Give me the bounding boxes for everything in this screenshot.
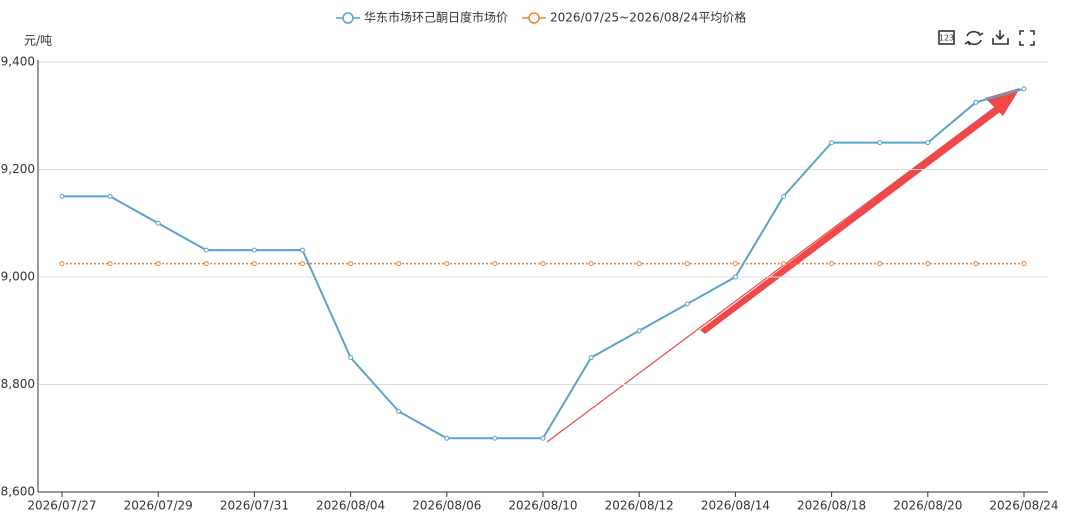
data-point <box>781 193 786 199</box>
data-point <box>107 193 113 199</box>
data-point <box>684 261 690 267</box>
x-tick-label: 2026/07/29 <box>124 499 193 513</box>
x-tick-label: 2026/08/04 <box>316 499 385 513</box>
fullscreen-button[interactable] <box>1019 30 1035 46</box>
y-tick-label: 9,400 <box>1 55 35 69</box>
toolbar: 123 <box>938 30 1035 46</box>
data-point <box>1021 86 1027 92</box>
data-view-button[interactable]: 123 <box>938 30 955 45</box>
data-point <box>492 261 498 267</box>
y-tick-label: 9,000 <box>1 270 35 284</box>
y-tick-label: 8,800 <box>1 377 35 391</box>
data-point <box>1021 261 1027 267</box>
legend-marker <box>342 12 354 24</box>
data-point <box>300 261 305 267</box>
data-point <box>348 261 354 267</box>
legend-marker <box>528 12 540 24</box>
data-point <box>636 328 642 334</box>
x-tick-label: 2026/08/18 <box>797 499 866 513</box>
data-point <box>877 261 883 267</box>
data-point <box>300 247 305 253</box>
data-point <box>781 261 786 267</box>
legend-label: 2026/07/25~2026/08/24平均价格 <box>550 10 746 25</box>
data-point <box>973 261 979 267</box>
arrow-head <box>985 88 1020 116</box>
data-point <box>877 140 883 146</box>
data-point <box>155 220 161 226</box>
data-point <box>203 261 209 267</box>
data-point <box>203 247 209 253</box>
arrow-thin <box>546 101 1003 443</box>
data-point <box>59 193 65 199</box>
y-tick-label: 9,200 <box>1 162 35 176</box>
data-point <box>444 435 450 441</box>
data-point <box>636 261 642 267</box>
download-button[interactable] <box>992 30 1009 45</box>
data-point <box>348 355 354 361</box>
data-point <box>973 99 979 105</box>
data-point <box>444 261 450 267</box>
data-point <box>396 408 402 414</box>
data-point <box>684 301 690 307</box>
x-tick-label: 2026/08/24 <box>989 499 1058 513</box>
data-point <box>107 261 113 267</box>
data-point <box>540 261 546 267</box>
data-point <box>251 261 257 267</box>
data-point <box>540 435 546 441</box>
data-point <box>925 140 931 146</box>
legend-label: 华东市场环己酮日度市场价 <box>364 10 508 25</box>
data-point <box>588 261 594 267</box>
data-point <box>588 355 594 361</box>
x-tick-label: 2026/08/10 <box>508 499 577 513</box>
icon-text: 123 <box>939 34 954 43</box>
arrow-body <box>700 103 1004 334</box>
data-point <box>155 261 161 267</box>
x-tick-label: 2026/08/14 <box>701 499 770 513</box>
x-tick-label: 2026/07/27 <box>27 499 96 513</box>
x-tick-label: 2026/08/06 <box>412 499 481 513</box>
x-tick-label: 2026/08/20 <box>893 499 962 513</box>
data-point <box>59 261 65 267</box>
data-point <box>829 140 835 146</box>
data-point <box>829 261 835 267</box>
y-tick-label: 8,600 <box>1 485 35 499</box>
data-point <box>925 261 931 267</box>
data-point <box>732 274 738 280</box>
data-point <box>251 247 257 253</box>
y-unit: 元/吨 <box>24 34 52 48</box>
legend: 华东市场环己酮日度市场价 2026/07/25~2026/08/24平均价格 <box>336 10 746 25</box>
data-point <box>492 435 498 441</box>
x-tick-label: 2026/07/31 <box>220 499 289 513</box>
data-point <box>396 261 402 267</box>
x-tick-label: 2026/08/12 <box>605 499 674 513</box>
data-point <box>732 261 738 267</box>
trend-arrow <box>546 88 1020 443</box>
refresh-button[interactable] <box>964 30 984 46</box>
